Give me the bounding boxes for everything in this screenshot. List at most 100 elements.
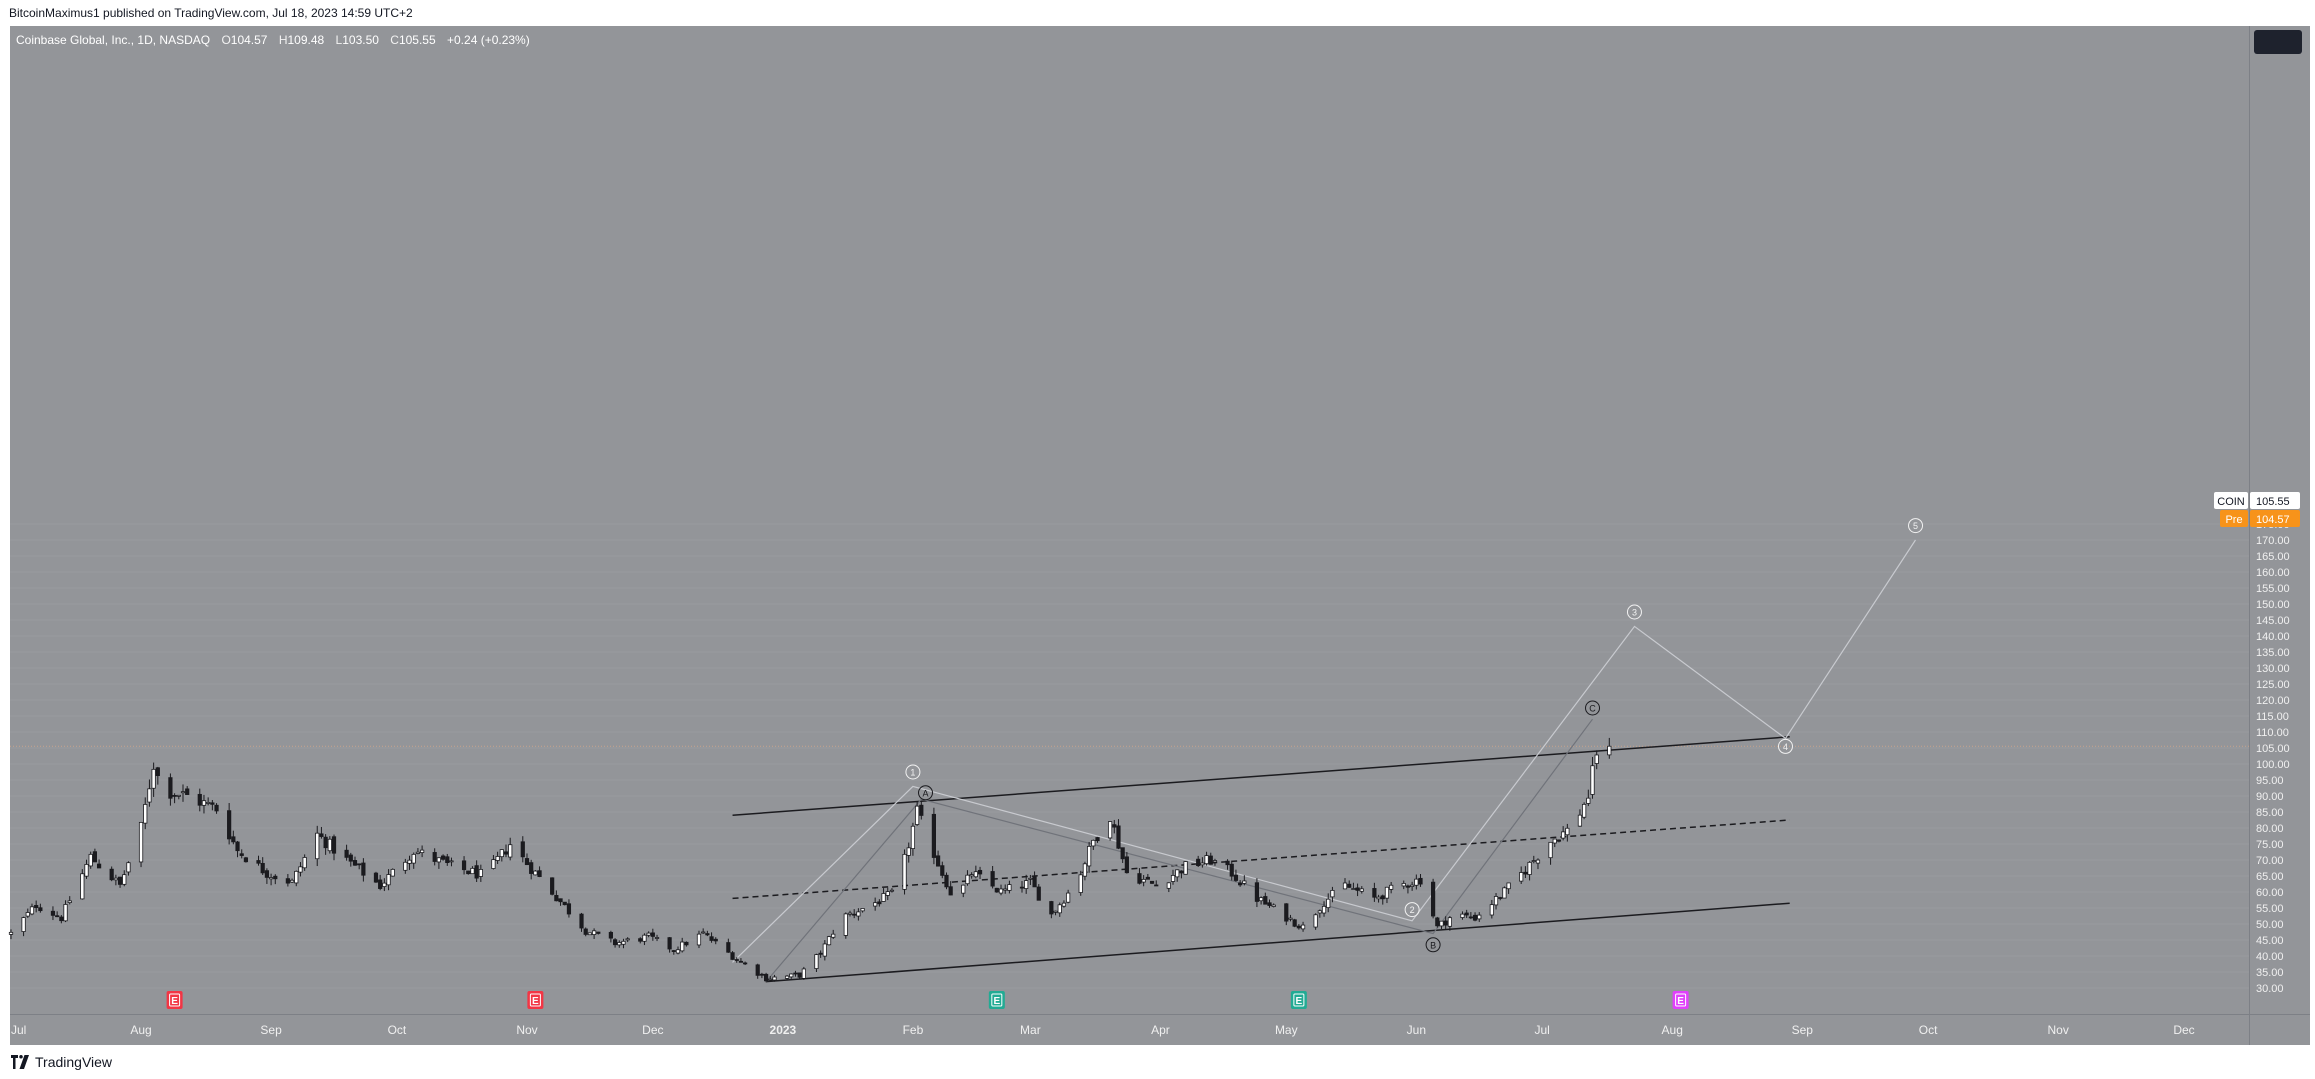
candle-up — [449, 860, 454, 863]
y-tick-label: 30.00 — [2256, 983, 2284, 995]
candle-down — [520, 841, 525, 858]
wave-label-text: 1 — [910, 768, 915, 778]
candle-up — [1313, 914, 1318, 928]
x-tick-label: Aug — [130, 1023, 151, 1037]
candle-down — [59, 916, 64, 922]
scale-settings-widget[interactable] — [2254, 30, 2302, 54]
x-tick-label: Dec — [642, 1023, 663, 1037]
symbol-tag: COIN — [2217, 496, 2245, 508]
candle-down — [92, 851, 97, 863]
candle-down — [977, 869, 983, 875]
candle-down — [1443, 920, 1448, 926]
wave-label-circle — [1585, 700, 1601, 716]
candle-down — [944, 874, 949, 888]
y-tick-label: 145.00 — [2256, 615, 2290, 627]
earnings-marker-label: E — [171, 996, 178, 1007]
candle-down — [1468, 916, 1473, 919]
candle-up — [587, 932, 593, 936]
symbol-description: Coinbase Global, Inc., 1D, NASDAQ — [16, 33, 211, 47]
channel-lower-line — [766, 902, 1790, 983]
wave-label-text: 4 — [1783, 742, 1788, 752]
candle-up — [701, 931, 706, 934]
y-tick-label: 150.00 — [2256, 599, 2290, 611]
wave-label-text: 2 — [1410, 905, 1415, 915]
candle-down — [1036, 886, 1041, 901]
candle-up — [138, 821, 144, 863]
y-tick-label: 85.00 — [2256, 807, 2284, 819]
candle-up — [1477, 914, 1482, 920]
wave-label-circle — [905, 764, 921, 780]
wave-label-circle — [1425, 937, 1441, 953]
candle-up — [495, 856, 500, 861]
x-tick-label: May — [1275, 1023, 1298, 1037]
candle-up — [617, 942, 622, 946]
candle-up — [63, 904, 68, 922]
candle-down — [1418, 877, 1423, 885]
candle-up — [1317, 910, 1322, 914]
candle-up — [965, 874, 970, 885]
candle-down — [1154, 884, 1159, 887]
earnings-marker-label: E — [532, 996, 539, 1007]
candle-down — [1120, 847, 1125, 860]
candle-down — [1233, 874, 1239, 881]
symbol-price-box — [2250, 492, 2300, 509]
candle-up — [1271, 904, 1276, 907]
candle-down — [1112, 824, 1117, 828]
change-value: +0.24 (+0.23%) — [447, 33, 530, 47]
y-tick-label: 60.00 — [2256, 887, 2284, 899]
candle-down — [579, 913, 584, 929]
candle-up — [1590, 765, 1595, 795]
candle-up — [420, 849, 425, 853]
chart-pane[interactable] — [10, 26, 2249, 1028]
candle-up — [1326, 898, 1331, 909]
candle-down — [168, 777, 173, 799]
candle-down — [797, 972, 802, 978]
candle-up — [1586, 797, 1591, 804]
candle-up — [470, 867, 475, 875]
candle-up — [625, 938, 630, 941]
candle-up — [1531, 860, 1536, 862]
candle-down — [273, 875, 278, 880]
candle-down — [554, 895, 559, 902]
candle-down — [155, 767, 160, 777]
candle-down — [1032, 876, 1037, 888]
candle-down — [256, 860, 261, 864]
wave-lines — [732, 539, 1917, 982]
close-value: 105.55 — [398, 33, 436, 47]
channel-lines — [732, 736, 1790, 983]
candle-down — [612, 939, 618, 946]
candle-down — [432, 852, 437, 862]
candle-down — [793, 972, 798, 975]
x-tick-label: Nov — [2047, 1023, 2068, 1037]
candle-down — [239, 853, 244, 856]
candle-down — [1292, 919, 1297, 927]
candle-up — [1410, 884, 1415, 887]
candle-down — [445, 856, 450, 864]
candle-up — [822, 943, 827, 957]
candle-down — [440, 855, 446, 860]
candle-down — [730, 952, 735, 960]
candle-up — [675, 949, 681, 954]
wave-label-text: A — [923, 788, 929, 798]
candle-down — [231, 836, 236, 843]
candle-up — [1401, 883, 1406, 887]
candle-down — [197, 793, 202, 806]
candle-up — [126, 862, 131, 873]
candle-down — [243, 857, 249, 863]
candle-up — [508, 844, 513, 858]
candle-down — [743, 962, 748, 965]
y-tick-label: 105.00 — [2256, 743, 2290, 755]
time-scale[interactable] — [10, 1014, 2249, 1045]
y-tick-label: 110.00 — [2256, 727, 2289, 739]
x-tick-label: Sep — [1792, 1023, 1814, 1037]
candle-up — [1376, 896, 1381, 900]
candle-up — [1607, 745, 1612, 756]
candle-up — [902, 853, 907, 890]
candle-up — [1170, 875, 1176, 882]
tradingview-footer[interactable]: TradingView — [9, 1052, 112, 1072]
candle-down — [1149, 880, 1155, 884]
y-tick-label: 125.00 — [2256, 679, 2290, 691]
candle-down — [671, 950, 676, 952]
x-tick-label: Mar — [1020, 1023, 1041, 1037]
candle-down — [764, 973, 769, 982]
